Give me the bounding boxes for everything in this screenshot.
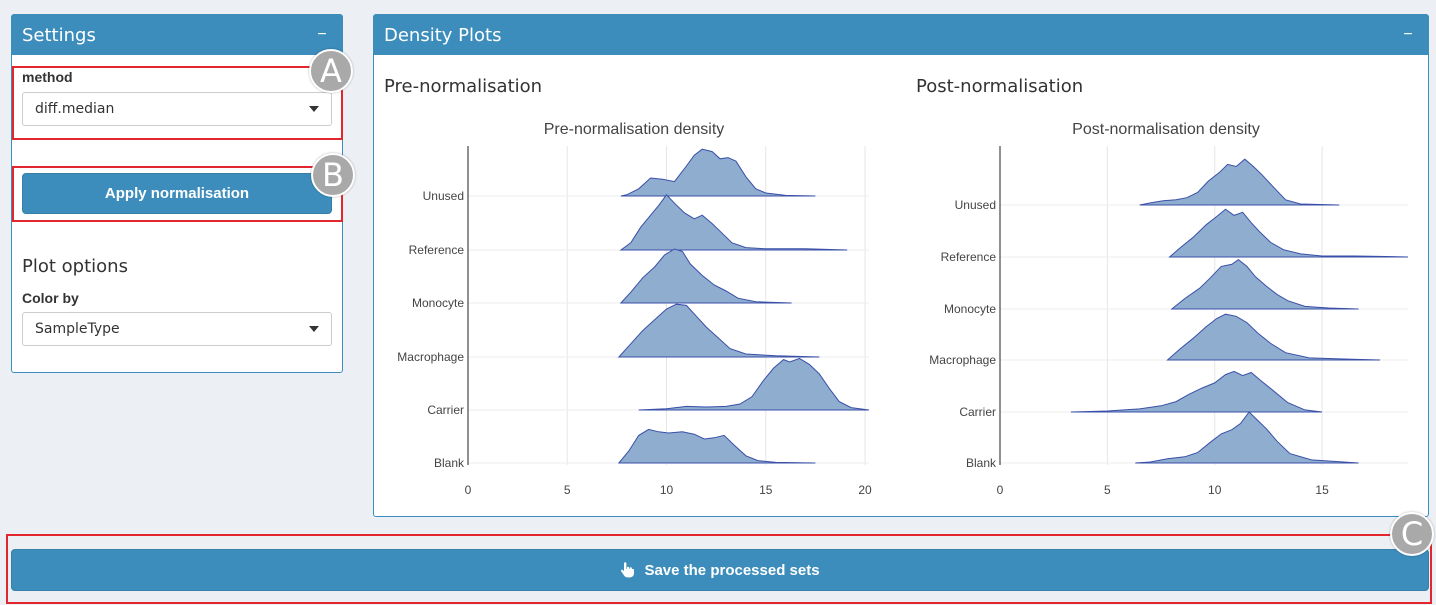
annotation-marker-b: B xyxy=(311,153,355,197)
x-tick-label: 10 xyxy=(660,483,674,497)
chart-title: Pre-normalisation density xyxy=(544,121,725,138)
category-label: Unused xyxy=(423,189,464,203)
density-ridge-monocyte xyxy=(1170,258,1359,310)
category-label: Reference xyxy=(409,243,465,257)
density-ridge-blank xyxy=(1135,411,1359,464)
density-plots-panel: Density Plots − Pre-normalisation Post-n… xyxy=(373,14,1429,517)
density-ridge-unused xyxy=(1139,158,1340,206)
density-ridge-carrier xyxy=(638,357,870,411)
annotation-marker-c: C xyxy=(1390,512,1434,556)
method-select-value: diff.median xyxy=(35,101,115,117)
save-processed-sets-button[interactable]: Save the processed sets xyxy=(11,549,1429,591)
settings-panel: Settings − method diff.median Apply norm… xyxy=(11,14,343,373)
category-label: Monocyte xyxy=(412,296,464,310)
save-processed-sets-label: Save the processed sets xyxy=(644,561,820,579)
settings-title: Settings xyxy=(22,24,96,46)
method-select[interactable]: diff.median xyxy=(22,92,332,126)
density-ridge-reference xyxy=(1168,208,1409,258)
x-tick-label: 15 xyxy=(1315,483,1329,497)
pre-normalisation-heading: Pre-normalisation xyxy=(384,76,543,97)
density-ridge-macrophage xyxy=(1166,313,1381,361)
category-label: Blank xyxy=(434,456,465,470)
post-normalisation-density-chart: Post-normalisation density Unused Referenc… xyxy=(929,121,1409,497)
density-ridge-monocyte xyxy=(619,248,792,304)
density-header: Density Plots − xyxy=(374,15,1428,55)
category-label: Carrier xyxy=(427,403,464,417)
color-by-select[interactable]: SampleType xyxy=(22,312,332,346)
chevron-down-icon xyxy=(309,326,319,332)
category-label: Reference xyxy=(941,250,997,264)
post-normalisation-heading: Post-normalisation xyxy=(916,76,1084,97)
x-tick-label: 15 xyxy=(759,483,773,497)
x-tick-label: 0 xyxy=(997,483,1004,497)
settings-header: Settings − xyxy=(12,15,342,55)
density-collapse-button[interactable]: − xyxy=(1403,26,1413,43)
color-by-label: Color by xyxy=(22,290,79,306)
pre-normalisation-density-chart: Pre-normalisation density Unused Reference… xyxy=(397,121,872,497)
settings-collapse-button[interactable]: − xyxy=(317,26,327,43)
x-tick-label: 5 xyxy=(1104,483,1111,497)
x-tick-label: 20 xyxy=(858,483,872,497)
category-label: Blank xyxy=(966,456,997,470)
x-tick-label: 5 xyxy=(564,483,571,497)
category-label: Macrophage xyxy=(929,353,996,367)
color-by-select-value: SampleType xyxy=(35,321,120,337)
category-label: Monocyte xyxy=(944,302,996,316)
category-label: Carrier xyxy=(959,405,996,419)
density-ridge-macrophage xyxy=(617,303,820,358)
category-label: Unused xyxy=(955,198,996,212)
apply-normalisation-button[interactable]: Apply normalisation xyxy=(22,173,332,214)
density-title: Density Plots xyxy=(384,24,502,46)
density-ridge-blank xyxy=(617,428,816,464)
density-ridge-carrier xyxy=(1070,370,1323,413)
chevron-down-icon xyxy=(309,106,319,112)
annotation-marker-a: A xyxy=(309,49,353,93)
density-ridge-unused xyxy=(620,148,816,197)
x-tick-label: 0 xyxy=(465,483,472,497)
method-label: method xyxy=(22,69,73,85)
chart-title: Post-normalisation density xyxy=(1072,121,1260,138)
x-tick-label: 10 xyxy=(1208,483,1222,497)
plot-options-heading: Plot options xyxy=(22,256,128,277)
hand-pointer-icon xyxy=(621,562,635,578)
category-label: Macrophage xyxy=(397,350,464,364)
density-ridge-reference xyxy=(619,194,848,251)
